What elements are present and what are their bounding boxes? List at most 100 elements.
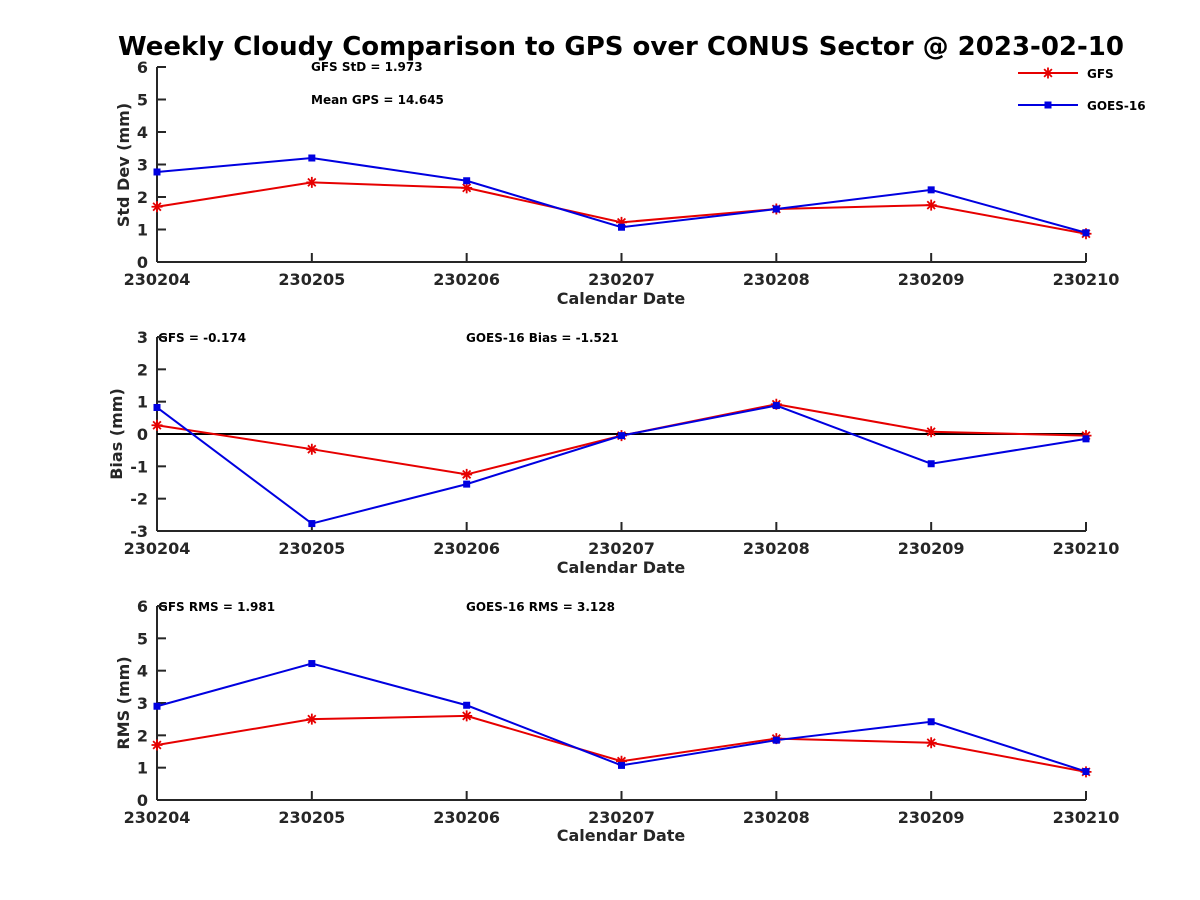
legend-label-goes16: GOES-16 <box>1087 99 1146 113</box>
y-tick-label: 6 <box>137 58 148 77</box>
x-tick-label: 230210 <box>1053 539 1120 558</box>
data-point-goes16 <box>308 154 316 162</box>
x-tick-label: 230207 <box>588 539 655 558</box>
data-point-gfs <box>461 468 473 480</box>
data-point-goes16 <box>618 761 625 769</box>
data-point-goes16 <box>1082 435 1090 443</box>
y-tick-label: 2 <box>137 188 148 207</box>
y-tick-label: 1 <box>137 393 148 412</box>
legend: GFS GOES-16 <box>1018 67 1146 113</box>
y-tick-label: 1 <box>137 221 148 240</box>
data-point-goes16 <box>772 402 780 410</box>
y-tick-label: 0 <box>137 253 148 272</box>
data-point-gfs <box>151 739 163 751</box>
y-tick-label: -2 <box>130 490 148 509</box>
x-tick-label: 230206 <box>433 539 500 558</box>
y-tick-label: -1 <box>130 457 148 476</box>
data-point-goes16 <box>153 403 161 411</box>
data-point-gfs <box>151 201 163 213</box>
y-tick-label: 1 <box>137 759 148 778</box>
annotation-gfs-std: GFS StD = 1.973 <box>311 60 423 74</box>
data-point-goes16 <box>308 660 316 668</box>
data-point-gfs <box>925 199 937 211</box>
y-axis-label: RMS (mm) <box>114 656 133 749</box>
data-point-gfs <box>616 755 627 767</box>
legend-label-gfs: GFS <box>1087 67 1114 81</box>
x-tick-label: 230204 <box>124 270 191 289</box>
data-point-goes16 <box>927 460 935 468</box>
data-point-gfs <box>306 176 318 188</box>
annotation-goes16-bias: GOES-16 Bias = -1.521 <box>466 331 619 345</box>
data-point-goes16 <box>927 186 935 194</box>
y-tick-label: 5 <box>137 91 148 110</box>
x-tick-label: 230209 <box>898 270 965 289</box>
legend-marker-gfs <box>1042 67 1054 79</box>
annotation-gfs-bias: GFS = -0.174 <box>158 331 246 345</box>
annotation-mean-gps: Mean GPS = 14.645 <box>311 93 444 107</box>
annotation-gfs-rms: GFS RMS = 1.981 <box>158 600 275 614</box>
y-tick-label: 0 <box>137 791 148 810</box>
data-point-gfs <box>925 737 937 749</box>
x-tick-label: 230204 <box>124 539 191 558</box>
x-tick-label: 230206 <box>433 270 500 289</box>
x-tick-label: 230207 <box>588 808 655 827</box>
data-point-gfs <box>306 443 318 455</box>
legend-marker-goes16 <box>1044 101 1052 109</box>
x-axis-label: Calendar Date <box>557 558 686 577</box>
x-tick-label: 230205 <box>278 808 345 827</box>
data-point-goes16 <box>927 718 935 726</box>
y-tick-label: 5 <box>137 629 148 648</box>
x-axis-label: Calendar Date <box>557 826 686 845</box>
data-point-goes16 <box>618 432 625 440</box>
data-point-gfs <box>151 419 163 431</box>
bias-panel: GFS = -0.174 GOES-16 Bias = -1.521 Calen… <box>107 328 1119 577</box>
x-tick-label: 230205 <box>278 539 345 558</box>
y-tick-label: 2 <box>137 360 148 379</box>
y-tick-label: 4 <box>137 123 148 142</box>
rms-panel: GFS RMS = 1.981 GOES-16 RMS = 3.128 Cale… <box>114 597 1119 845</box>
std-dev-panel: GFS StD = 1.973 Mean GPS = 14.645 Calend… <box>114 58 1119 308</box>
data-point-goes16 <box>463 177 471 185</box>
data-point-gfs <box>925 426 937 438</box>
data-point-gfs <box>306 713 318 725</box>
y-tick-label: -3 <box>130 522 148 541</box>
x-tick-label: 230208 <box>743 808 810 827</box>
data-point-goes16 <box>463 480 471 488</box>
y-tick-label: 3 <box>137 328 148 347</box>
data-point-goes16 <box>1082 768 1090 776</box>
x-axis-label: Calendar Date <box>557 289 686 308</box>
x-tick-label: 230208 <box>743 270 810 289</box>
y-tick-label: 6 <box>137 597 148 616</box>
x-tick-label: 230210 <box>1053 270 1120 289</box>
data-point-gfs <box>461 710 473 722</box>
data-point-goes16 <box>772 736 780 744</box>
y-tick-label: 3 <box>137 156 148 175</box>
legend-item-goes16: GOES-16 <box>1018 99 1146 113</box>
y-tick-label: 2 <box>137 726 148 745</box>
x-tick-label: 230205 <box>278 270 345 289</box>
y-axis-label: Bias (mm) <box>107 388 126 480</box>
series-line-goes16 <box>156 662 1087 773</box>
data-point-gfs <box>461 182 473 194</box>
data-point-gfs <box>616 216 627 228</box>
x-tick-label: 230209 <box>898 808 965 827</box>
x-tick-label: 230207 <box>588 270 655 289</box>
y-tick-label: 4 <box>137 662 148 681</box>
data-point-goes16 <box>463 701 471 709</box>
x-tick-label: 230209 <box>898 539 965 558</box>
y-tick-label: 3 <box>137 694 148 713</box>
data-point-goes16 <box>153 168 161 176</box>
data-point-goes16 <box>618 223 625 231</box>
y-tick-label: 0 <box>137 425 148 444</box>
x-tick-label: 230208 <box>743 539 810 558</box>
data-point-goes16 <box>153 702 161 710</box>
x-tick-label: 230206 <box>433 808 500 827</box>
data-point-goes16 <box>772 205 780 213</box>
y-axis-label: Std Dev (mm) <box>114 103 133 227</box>
annotation-goes16-rms: GOES-16 RMS = 3.128 <box>466 600 615 614</box>
legend-item-gfs: GFS <box>1018 67 1114 81</box>
x-tick-label: 230204 <box>124 808 191 827</box>
data-point-goes16 <box>308 520 316 528</box>
data-point-goes16 <box>1082 229 1090 237</box>
